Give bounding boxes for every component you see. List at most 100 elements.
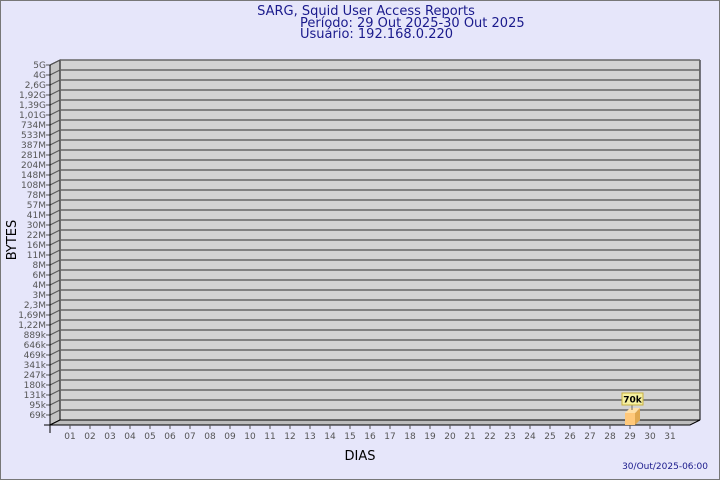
y-axis-label: BYTES xyxy=(5,220,20,261)
y-tick-label: 533M xyxy=(21,131,46,141)
y-tick-label: 6M xyxy=(33,271,47,281)
y-tick-label: 95k xyxy=(29,401,46,411)
gridline-depth xyxy=(49,289,61,296)
bar-top xyxy=(625,408,640,413)
y-tick-label: 1,22M xyxy=(18,321,46,331)
gridline-depth xyxy=(49,339,61,346)
gridline-depth xyxy=(49,159,61,166)
gridline-depth xyxy=(49,309,61,316)
chart-user: Usuário: 192.168.0.220 xyxy=(300,27,453,42)
gridline-depth xyxy=(49,319,61,326)
y-tick-label: 2,6G xyxy=(25,81,46,91)
x-tick-label: 04 xyxy=(124,432,136,442)
x-tick-label: 05 xyxy=(144,432,155,442)
bar-label-box xyxy=(621,392,644,406)
y-tick-label: 11M xyxy=(27,251,46,261)
bars: 70k xyxy=(621,392,644,425)
x-tick-label: 09 xyxy=(224,432,236,442)
y-tick-label: 41M xyxy=(27,211,46,221)
x-tick-label: 07 xyxy=(184,432,195,442)
x-tick-label: 28 xyxy=(604,432,616,442)
gridline-depth xyxy=(49,369,61,376)
gridline-depth xyxy=(49,229,61,236)
y-tick-label: 204M xyxy=(21,161,46,171)
x-tick-label: 14 xyxy=(324,432,336,442)
gridline-depth xyxy=(49,389,61,396)
x-tick-label: 21 xyxy=(464,432,475,442)
y-tick-label: 57M xyxy=(27,201,46,211)
x-tick-label: 13 xyxy=(304,432,315,442)
gridline-depth xyxy=(49,409,61,416)
gridline-depth xyxy=(49,149,61,156)
y-tick-label: 734M xyxy=(21,121,46,131)
gridline-depth xyxy=(49,199,61,206)
footer-timestamp: 30/Out/2025-06:00 xyxy=(622,462,708,472)
x-tick-label: 01 xyxy=(64,432,75,442)
gridline-depth xyxy=(49,269,61,276)
y-tick-label: 131k xyxy=(24,391,47,401)
x-tick-label: 15 xyxy=(344,432,355,442)
x-tick-label: 10 xyxy=(244,432,256,442)
y-tick-label: 341k xyxy=(24,361,47,371)
x-tick-label: 23 xyxy=(504,432,515,442)
gridline-depth xyxy=(49,279,61,286)
y-tick-label: 1,01G xyxy=(19,111,46,121)
y-tick-label: 469k xyxy=(24,351,47,361)
x-tick-label: 18 xyxy=(404,432,416,442)
y-tick-label: 2,3M xyxy=(24,301,46,311)
x-tick-label: 17 xyxy=(384,432,395,442)
gridline-depth xyxy=(49,89,61,96)
y-tick-label: 22M xyxy=(27,231,46,241)
y-tick-label: 4M xyxy=(33,281,47,291)
y-tick-label: 889k xyxy=(24,331,47,341)
y-tick-label: 4G xyxy=(33,71,46,81)
gridline-depth xyxy=(49,69,61,76)
x-tick-label: 06 xyxy=(164,432,176,442)
x-tick-label: 25 xyxy=(544,432,555,442)
gridline-depth xyxy=(49,399,61,406)
chart-title: SARG, Squid User Access Reports xyxy=(257,4,475,19)
gridline-depth xyxy=(49,109,61,116)
y-tick-label: 148M xyxy=(21,171,46,181)
y-tick-label: 69k xyxy=(29,411,46,421)
x-tick-label: 11 xyxy=(264,432,275,442)
gridline-depth xyxy=(49,119,61,126)
x-tick-label: 03 xyxy=(104,432,115,442)
x-tick-label: 29 xyxy=(624,432,636,442)
y-tick-label: 8M xyxy=(33,261,47,271)
y-tick-label: 247k xyxy=(24,371,47,381)
y-tick-label: 646k xyxy=(24,341,47,351)
gridline-depth xyxy=(49,259,61,266)
y-tick-label: 1,92G xyxy=(19,91,46,101)
x-tick-label: 19 xyxy=(424,432,436,442)
y-tick-label: 180k xyxy=(24,381,47,391)
y-tick-label: 1,69M xyxy=(18,311,46,321)
gridline-depth xyxy=(49,329,61,336)
y-tick-label: 30M xyxy=(27,221,46,231)
gridline-depth xyxy=(49,379,61,386)
gridline-depth xyxy=(49,129,61,136)
x-tick-label: 08 xyxy=(204,432,216,442)
gridline-depth xyxy=(49,99,61,106)
gridline-depth xyxy=(49,239,61,246)
y-tick-label: 78M xyxy=(27,191,46,201)
y-tick-label: 387M xyxy=(21,141,46,151)
gridline-depth xyxy=(49,139,61,146)
x-tick-label: 26 xyxy=(564,432,576,442)
gridline-depth xyxy=(49,349,61,356)
y-tick-label: 281M xyxy=(21,151,46,161)
gridline-depth xyxy=(49,59,61,66)
bar-side xyxy=(635,408,640,425)
y-tick-label: 108M xyxy=(21,181,46,191)
x-tick-label: 12 xyxy=(284,432,295,442)
gridline-depth xyxy=(49,169,61,176)
x-tick-label: 24 xyxy=(524,432,536,442)
x-tick-label: 22 xyxy=(484,432,495,442)
gridline-depth xyxy=(49,209,61,216)
x-axis: 01 02 03 04 05 06 07 08 09 10 11 12 13 14 15 16 17 18 19 20… xyxy=(64,425,676,442)
y-tick-label: 3M xyxy=(33,291,47,301)
y-axis: 5G4G2,6G1,92G1,39G1,01G734M533M387M281M2… xyxy=(18,59,700,433)
x-tick-label: 20 xyxy=(444,432,456,442)
y-tick-label: 16M xyxy=(27,241,46,251)
